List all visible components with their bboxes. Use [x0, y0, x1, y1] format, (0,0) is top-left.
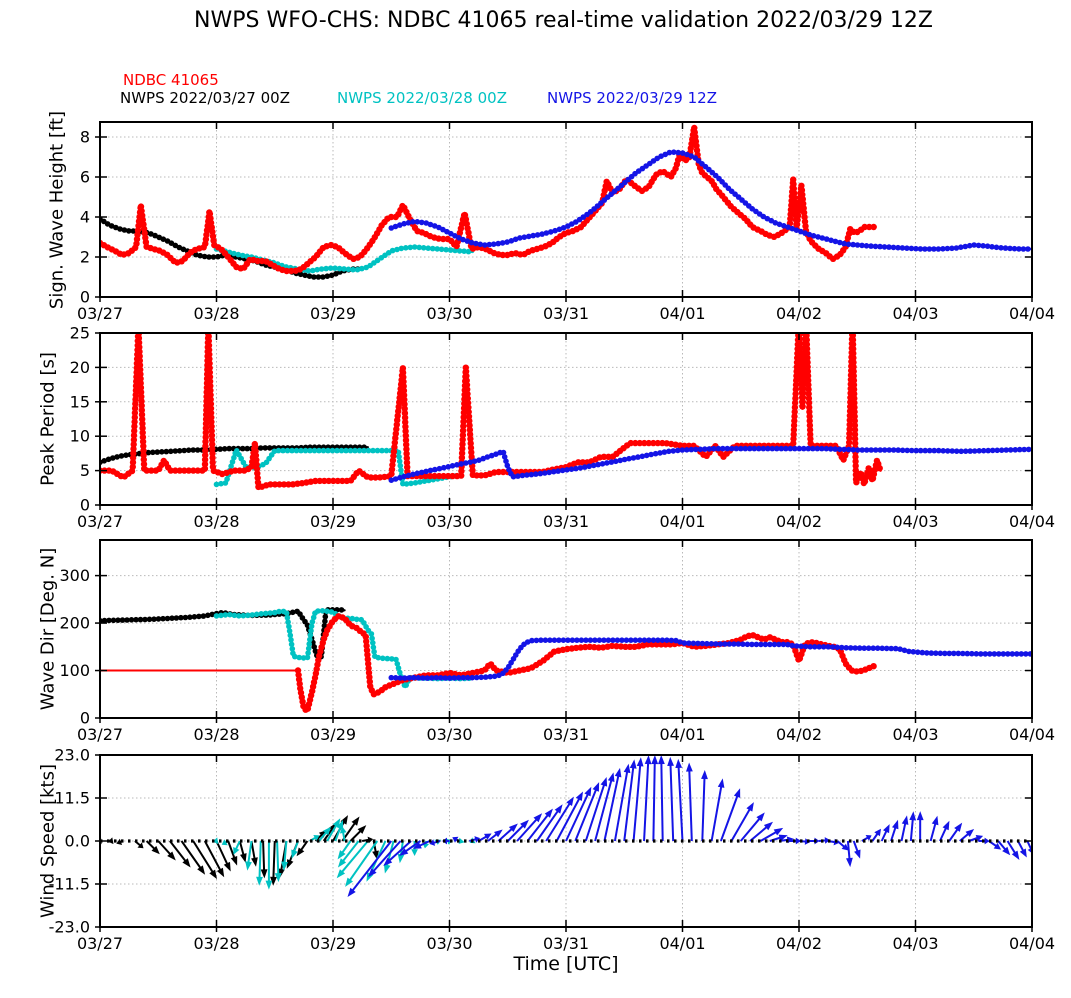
x-tick-peak-period-03/29: 03/29 [310, 512, 356, 531]
y-tick-significant-wave-height-6: 6 [80, 168, 90, 187]
legend-ndbc-41065: NDBC 41065 [123, 71, 219, 89]
x-tick-significant-wave-height-04/01: 04/01 [659, 304, 705, 323]
x-tick-wind-speed-03/27: 03/27 [77, 934, 123, 953]
x-tick-significant-wave-height-03/30: 03/30 [426, 304, 472, 323]
page-title: NWPS WFO-CHS: NDBC 41065 real-time valid… [194, 8, 933, 33]
y-tick-significant-wave-height-0: 0 [80, 288, 90, 307]
x-tick-wave-direction-04/02: 04/02 [776, 725, 822, 744]
x-tick-wave-direction-03/30: 03/30 [426, 725, 472, 744]
y-tick-wave-direction-100: 100 [59, 661, 90, 680]
y-tick-wave-direction-200: 200 [59, 614, 90, 633]
y-tick-wind-speed-11.5: 11.5 [54, 789, 90, 808]
x-tick-wind-speed-03/29: 03/29 [310, 934, 356, 953]
y-tick-wind-speed-23.0: 23.0 [54, 746, 90, 765]
x-tick-peak-period-04/01: 04/01 [659, 512, 705, 531]
y-tick-wind-speed--11.5: -11.5 [49, 875, 90, 894]
y-tick-peak-period-25: 25 [70, 324, 90, 343]
panel-peak-period [100, 333, 1032, 505]
x-tick-wind-speed-04/01: 04/01 [659, 934, 705, 953]
y-tick-wind-speed-0.0: 0.0 [65, 832, 90, 851]
x-tick-peak-period-03/27: 03/27 [77, 512, 123, 531]
y-tick-peak-period-10: 10 [70, 427, 90, 446]
x-tick-wave-direction-04/01: 04/01 [659, 725, 705, 744]
x-tick-wave-direction-03/27: 03/27 [77, 725, 123, 744]
x-tick-significant-wave-height-04/02: 04/02 [776, 304, 822, 323]
x-tick-wind-speed-03/31: 03/31 [543, 934, 589, 953]
y-tick-peak-period-20: 20 [70, 358, 90, 377]
x-tick-wave-direction-04/03: 04/03 [892, 725, 938, 744]
y-tick-peak-period-15: 15 [70, 392, 90, 411]
y-tick-significant-wave-height-4: 4 [80, 208, 90, 227]
panel-wind-speed [100, 755, 1032, 927]
x-tick-wind-speed-03/28: 03/28 [193, 934, 239, 953]
y-tick-peak-period-5: 5 [80, 461, 90, 480]
legend-nwps-0328-00z: NWPS 2022/03/28 00Z [337, 89, 507, 107]
x-tick-peak-period-04/03: 04/03 [892, 512, 938, 531]
x-tick-significant-wave-height-03/29: 03/29 [310, 304, 356, 323]
legend-nwps-0329-12z: NWPS 2022/03/29 12Z [547, 89, 717, 107]
y-tick-peak-period-0: 0 [80, 496, 90, 515]
x-tick-wind-speed-04/04: 04/04 [1009, 934, 1055, 953]
y-tick-significant-wave-height-2: 2 [80, 248, 90, 267]
x-tick-wave-direction-03/29: 03/29 [310, 725, 356, 744]
x-tick-peak-period-04/04: 04/04 [1009, 512, 1055, 531]
x-tick-wind-speed-03/30: 03/30 [426, 934, 472, 953]
x-tick-wave-direction-04/04: 04/04 [1009, 725, 1055, 744]
x-tick-significant-wave-height-04/03: 04/03 [892, 304, 938, 323]
x-tick-significant-wave-height-03/28: 03/28 [193, 304, 239, 323]
x-tick-peak-period-03/31: 03/31 [543, 512, 589, 531]
y-tick-wave-direction-300: 300 [59, 566, 90, 585]
x-tick-peak-period-04/02: 04/02 [776, 512, 822, 531]
y-tick-wave-direction-0: 0 [80, 709, 90, 728]
panel-wave-direction [100, 540, 1032, 718]
x-tick-peak-period-03/28: 03/28 [193, 512, 239, 531]
panel-significant-wave-height [100, 122, 1032, 297]
x-tick-wind-speed-04/03: 04/03 [892, 934, 938, 953]
legend-nwps-0327-00z: NWPS 2022/03/27 00Z [120, 89, 290, 107]
x-tick-wave-direction-03/28: 03/28 [193, 725, 239, 744]
x-tick-significant-wave-height-03/31: 03/31 [543, 304, 589, 323]
y-tick-significant-wave-height-8: 8 [80, 128, 90, 147]
x-tick-significant-wave-height-03/27: 03/27 [77, 304, 123, 323]
x-axis-label-time: Time [UTC] [513, 953, 619, 975]
x-tick-peak-period-03/30: 03/30 [426, 512, 472, 531]
x-tick-significant-wave-height-04/04: 04/04 [1009, 304, 1055, 323]
y-tick-wind-speed--23.0: -23.0 [49, 918, 90, 937]
x-tick-wave-direction-03/31: 03/31 [543, 725, 589, 744]
x-tick-wind-speed-04/02: 04/02 [776, 934, 822, 953]
